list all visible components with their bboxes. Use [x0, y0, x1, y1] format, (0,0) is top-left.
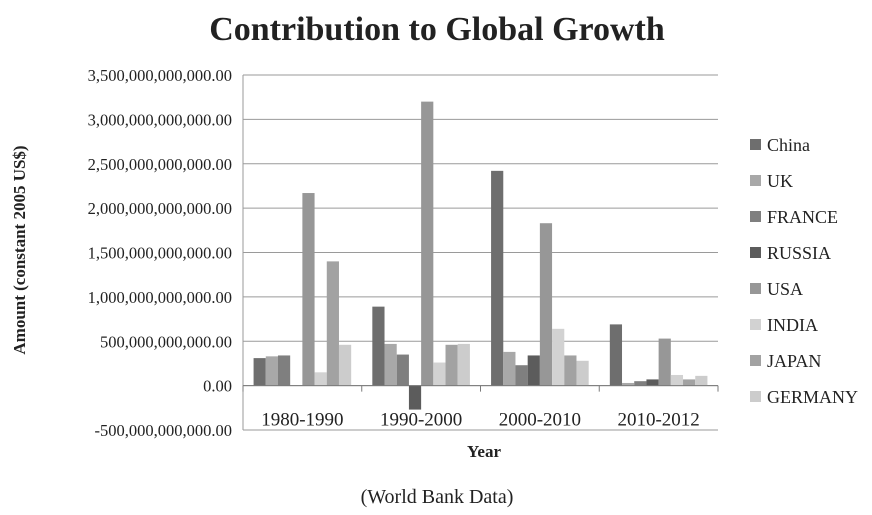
bar-china-3 — [491, 170, 504, 386]
legend-swatch-usa — [750, 283, 761, 294]
legend-swatch-germany — [750, 391, 761, 402]
y-tick-label: 3,500,000,000,000.00 — [88, 66, 232, 85]
bar-france-1 — [277, 355, 291, 386]
y-tick-label: -500,000,000,000.00 — [95, 421, 233, 440]
bar-china-1 — [253, 358, 266, 386]
bar-india-4 — [670, 374, 684, 386]
bars — [242, 101, 719, 410]
bar-germany-1 — [338, 344, 352, 386]
x-tick-label: 2000-2010 — [499, 410, 581, 431]
bar-usa-3 — [539, 223, 553, 386]
legend-swatch-india — [750, 319, 761, 330]
y-axis-title: Amount (constant 2005 US$) — [10, 145, 29, 354]
chart-title: Contribution to Global Growth — [209, 11, 665, 48]
x-tick-label: 1980-1990 — [261, 410, 343, 431]
legend-label-france: FRANCE — [767, 207, 838, 227]
legend-label-usa: USA — [767, 279, 803, 299]
bar-india-1 — [314, 372, 327, 386]
bar-china-4 — [609, 324, 623, 386]
bar-japan-4 — [683, 379, 696, 386]
bar-usa-4 — [658, 338, 671, 386]
bar-uk-2 — [384, 343, 397, 386]
bar-france-2 — [396, 354, 409, 386]
bar-uk-4 — [622, 382, 635, 386]
legend-swatch-russia — [750, 247, 761, 258]
legend-swatch-uk — [750, 175, 761, 186]
x-axis-ticks: 1980-1990 1990-2000 2000-2010 2010-2012 — [261, 410, 700, 431]
bar-russia-4 — [646, 379, 659, 386]
bar-india-3 — [552, 328, 565, 386]
legend-label-uk: UK — [767, 171, 793, 191]
legend-label-russia: RUSSIA — [767, 243, 831, 263]
bar-uk-1 — [265, 356, 278, 386]
bar-usa-2 — [421, 101, 434, 386]
y-tick-label: 2,000,000,000,000.00 — [88, 199, 232, 218]
bar-germany-2 — [457, 343, 470, 386]
gridlines — [242, 74, 718, 431]
y-tick-label: 1,500,000,000,000.00 — [88, 244, 232, 263]
bar-japan-1 — [326, 261, 339, 386]
y-tick-label: 500,000,000,000.00 — [100, 332, 232, 351]
bar-france-4 — [634, 381, 647, 386]
legend-label-china: China — [767, 135, 810, 155]
y-tick-label: 0.00 — [203, 377, 232, 396]
bar-russia-3 — [527, 355, 540, 386]
source-note: (World Bank Data) — [361, 486, 514, 508]
x-axis-title: Year — [467, 442, 501, 461]
bar-china-2 — [372, 306, 385, 386]
legend-label-india: INDIA — [767, 315, 818, 335]
bar-russia-2 — [408, 385, 422, 410]
bar-india-2 — [433, 362, 446, 386]
legend-swatch-china — [750, 139, 761, 150]
bar-germany-3 — [576, 360, 589, 386]
x-tick-label: 2010-2012 — [617, 410, 699, 431]
legend: China UK FRANCE RUSSIA USA INDIA JAPAN GERMANY — [750, 135, 858, 407]
legend-swatch-japan — [750, 355, 761, 366]
legend-swatch-france — [750, 211, 761, 222]
y-tick-label: 1,000,000,000,000.00 — [88, 288, 232, 307]
legend-label-japan: JAPAN — [767, 351, 821, 371]
y-tick-label: 2,500,000,000,000.00 — [88, 155, 232, 174]
bar-usa-1 — [302, 193, 315, 386]
bar-uk-3 — [503, 351, 516, 386]
bar-japan-3 — [564, 355, 577, 386]
bar-france-3 — [515, 365, 528, 386]
bar-japan-2 — [445, 344, 458, 386]
bar-germany-4 — [695, 375, 708, 386]
y-tick-label: 3,000,000,000,000.00 — [88, 110, 232, 129]
x-tick-label: 1990-2000 — [380, 410, 462, 431]
legend-label-germany: GERMANY — [767, 387, 858, 407]
y-axis-ticks: 3,500,000,000,000.00 3,000,000,000,000.00… — [88, 66, 232, 440]
